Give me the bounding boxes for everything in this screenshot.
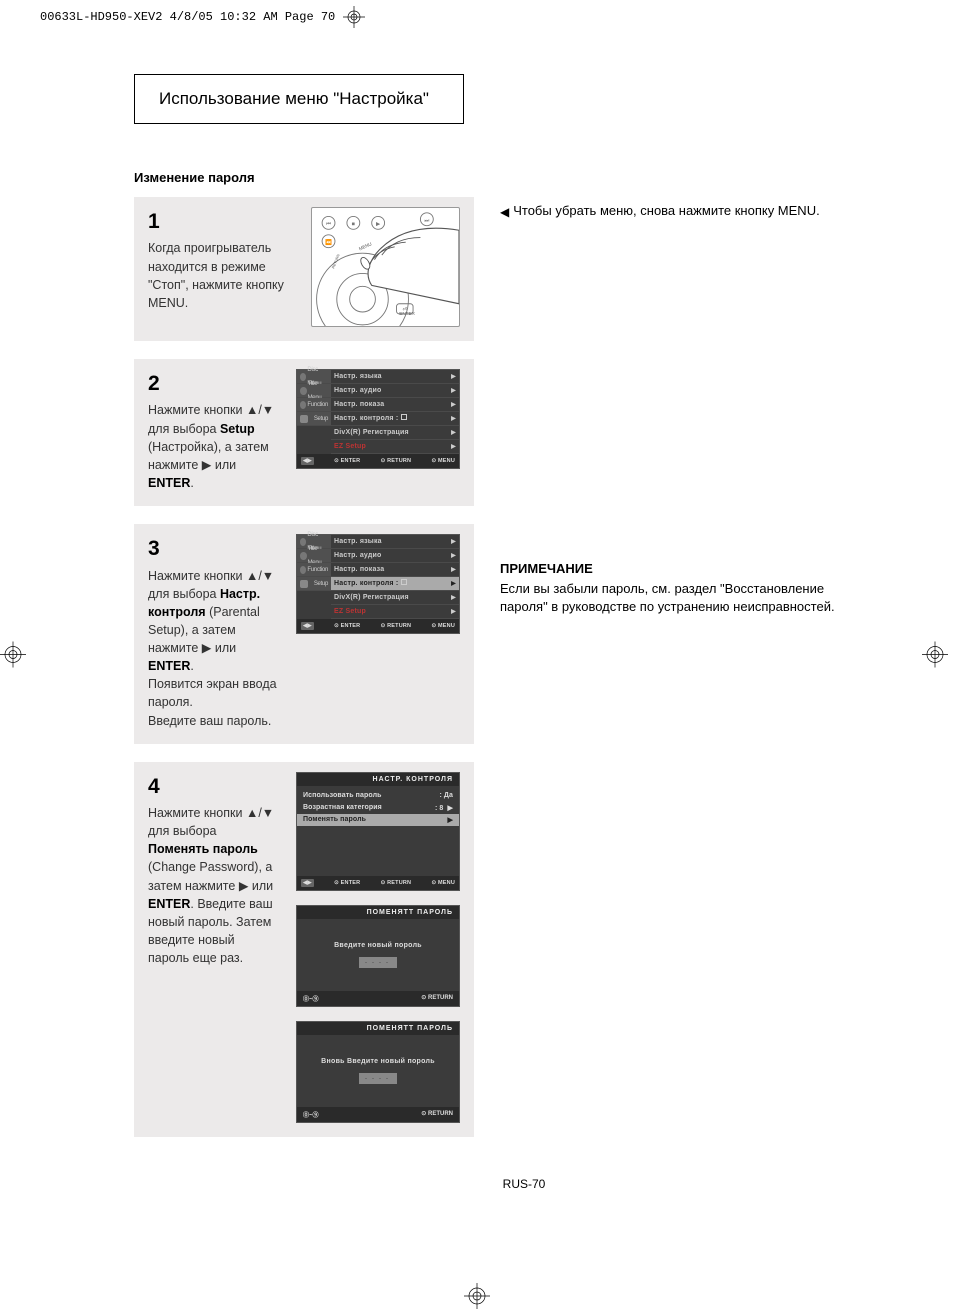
return-label: ⊙ RETURN <box>381 458 412 464</box>
crop-mark-inline <box>343 6 365 28</box>
step-1: 1 Когда проигрыватель находится в режиме… <box>134 197 474 341</box>
svg-text:⏎: ⏎ <box>402 306 407 313</box>
step-4-number: 4 <box>148 772 278 802</box>
step-1-body: Когда проигрыватель находится в режиме "… <box>148 241 284 309</box>
note-body: Если вы забыли пароль, см. раздел "Восст… <box>500 580 860 616</box>
function-icon <box>300 401 306 409</box>
osd-item-ez: EZ Setup <box>334 440 366 454</box>
osd-parental-menu: НАСТР. КОНТРОЛЯ Использовать пароль: Да … <box>296 772 460 891</box>
osd-item-lang: Настр. языка <box>334 370 382 384</box>
triangle-left-icon: ◀ <box>500 203 509 221</box>
step-2-b1: Setup <box>220 422 255 436</box>
menu-label: ⊙ MENU <box>431 458 455 464</box>
osd-main-list: Настр. языка▶ Настр. аудио▶ Настр. показ… <box>331 370 459 454</box>
note-heading: ПРИМЕЧАНИЕ <box>500 561 860 576</box>
step-4-text: 4 Нажмите кнопки ▲/▼ для выбора Поменять… <box>148 772 278 1123</box>
osd-parental-body: Использовать пароль: Да Возрастная катег… <box>297 786 459 876</box>
section-heading: Изменение пароля <box>134 170 914 185</box>
pw-return: ⊙ RETURN <box>421 994 453 1003</box>
osd-prompt-1: Введите новый пороль <box>334 942 422 949</box>
pw-slots: ---- <box>359 957 397 968</box>
osd-change-title-2: ПОМЕНЯТТ ПАРОЛЬ <box>297 1022 459 1035</box>
disc-icon <box>300 373 306 381</box>
enter-label: ⊙ ENTER <box>334 458 360 464</box>
nav-icon: ◀▶ <box>301 457 314 465</box>
osd-parental-title: НАСТР. КОНТРОЛЯ <box>297 773 459 786</box>
print-header: 00633L-HD950-XEV2 4/8/05 10:32 AM Page 7… <box>0 0 954 34</box>
osd-change-title-1: ПОМЕНЯТТ ПАРОЛЬ <box>297 906 459 919</box>
step-3-text: 3 Нажмите кнопки ▲/▼ для выбора Настр. к… <box>148 534 278 730</box>
tab-function: Function <box>307 398 328 412</box>
lock-icon <box>401 579 407 585</box>
step-3-p4: Появится экран ввода пароля. <box>148 677 277 709</box>
step-3-p5: Введите ваш пароль. <box>148 714 271 728</box>
step-2-b2: ENTER <box>148 476 190 490</box>
crosshair-icon <box>343 6 365 28</box>
osd-prompt-2: Вновь Введите новый пороль <box>321 1058 435 1065</box>
page-body: Использование меню "Настройка" Изменение… <box>0 34 954 1314</box>
osd-item-display: Настр. показа <box>334 398 384 412</box>
step-2-p3: . <box>190 476 193 490</box>
svg-text:■: ■ <box>352 222 355 228</box>
pw-slots-2: ---- <box>359 1073 397 1084</box>
remote-illustration: ⏮ ■ ▶ ⏭ ⏪ MENU RETURN ENTER ⏎ <box>311 207 460 327</box>
step-2-p2: (Настройка), а затем нажмите ▶ или <box>148 440 269 472</box>
print-header-text: 00633L-HD950-XEV2 4/8/05 10:32 AM Page 7… <box>40 10 335 24</box>
osd-item-parental: Настр. контроля : <box>334 415 398 422</box>
osd-tabs-3: Disc Menu Title Menu Function Setup <box>297 535 331 591</box>
disc-icon <box>300 538 306 546</box>
step-4-p1: Нажмите кнопки ▲/▼ для выбора <box>148 806 274 838</box>
svg-text:⏮: ⏮ <box>326 222 331 228</box>
step-4: 4 Нажмите кнопки ▲/▼ для выбора Поменять… <box>134 762 474 1137</box>
step-3-p3: . <box>190 659 193 673</box>
step-3-graphic: Disc Menu Title Menu Function Setup Наст… <box>296 534 460 730</box>
step-2: 2 Нажмите кнопки ▲/▼ для выбора Setup (Н… <box>134 359 474 506</box>
page-title: Использование меню "Настройка" <box>134 74 464 124</box>
svg-text:⏪: ⏪ <box>325 239 332 246</box>
tip-text: Чтобы убрать меню, снова нажмите кнопку … <box>513 203 819 221</box>
step-2-number: 2 <box>148 369 278 399</box>
osd-main-list-3: Настр. языка▶ Настр. аудио▶ Настр. показ… <box>331 535 459 619</box>
step-4-graphic: НАСТР. КОНТРОЛЯ Использовать пароль: Да … <box>296 772 460 1123</box>
page-number: RUS-70 <box>134 1177 914 1191</box>
tab-setup: Setup <box>314 412 328 426</box>
title-icon <box>300 387 307 395</box>
osd-reenter-pw: ПОМЕНЯТТ ПАРОЛЬ Вновь Введите новый поро… <box>296 1021 460 1123</box>
step-3-number: 3 <box>148 534 278 564</box>
step-1-number: 1 <box>148 207 293 237</box>
lock-icon <box>401 414 407 420</box>
step-2-graphic: Disc Menu Title Menu Function Setup Наст… <box>296 369 460 492</box>
osd-footer-3: ◀▶ ⊙ ENTER ⊙ RETURN ⊙ MENU <box>297 619 459 633</box>
tip: ◀ Чтобы убрать меню, снова нажмите кнопк… <box>500 203 860 221</box>
osd-tabs: Disc Menu Title Menu Function Setup <box>297 370 331 426</box>
aside-column: ◀ Чтобы убрать меню, снова нажмите кнопк… <box>500 197 860 1155</box>
osd-item-audio: Настр. аудио <box>334 384 381 398</box>
steps-column: 1 Когда проигрыватель находится в режиме… <box>134 197 474 1155</box>
osd-change-pw-hl: Поменять пароль▶ <box>297 814 459 826</box>
osd-enter-new-pw: ПОМЕНЯТТ ПАРОЛЬ Введите новый пороль ---… <box>296 905 460 1007</box>
step-4-b1: Поменять пароль <box>148 842 258 856</box>
function-icon <box>300 566 306 574</box>
step-1-text: 1 Когда проигрыватель находится в режиме… <box>148 207 293 327</box>
osd-parental-footer: ◀▶ ⊙ ENTER ⊙ RETURN ⊙ MENU <box>297 876 459 890</box>
content-frame: Использование меню "Настройка" Изменение… <box>134 74 914 1191</box>
step-2-text: 2 Нажмите кнопки ▲/▼ для выбора Setup (Н… <box>148 369 278 492</box>
step-4-p2: (Change Password), а затем нажмите ▶ или <box>148 860 273 892</box>
gear-icon <box>300 580 308 588</box>
osd-footer: ◀▶ ⊙ ENTER ⊙ RETURN ⊙ MENU <box>297 454 459 468</box>
step-1-graphic: ⏮ ■ ▶ ⏭ ⏪ MENU RETURN ENTER ⏎ <box>311 207 460 327</box>
osd-item-parental-hl: Настр. контроля : ▶ <box>331 577 459 591</box>
two-column-layout: 1 Когда проигрыватель находится в режиме… <box>134 197 914 1155</box>
title-icon <box>300 552 307 560</box>
osd-setup-menu-hl: Disc Menu Title Menu Function Setup Наст… <box>296 534 460 634</box>
svg-text:⏭: ⏭ <box>424 218 429 224</box>
step-3: 3 Нажмите кнопки ▲/▼ для выбора Настр. к… <box>134 524 474 744</box>
step-4-b2: ENTER <box>148 897 190 911</box>
osd-setup-menu: Disc Menu Title Menu Function Setup Наст… <box>296 369 460 469</box>
step-2-p1: Нажмите кнопки ▲/▼ для выбора <box>148 403 274 435</box>
osd-item-divx: DivX(R) Регистрация <box>334 426 409 440</box>
pw-num-hint: ⓪~⑨ <box>303 994 319 1003</box>
step-3-b2: ENTER <box>148 659 190 673</box>
gear-icon <box>300 415 308 423</box>
